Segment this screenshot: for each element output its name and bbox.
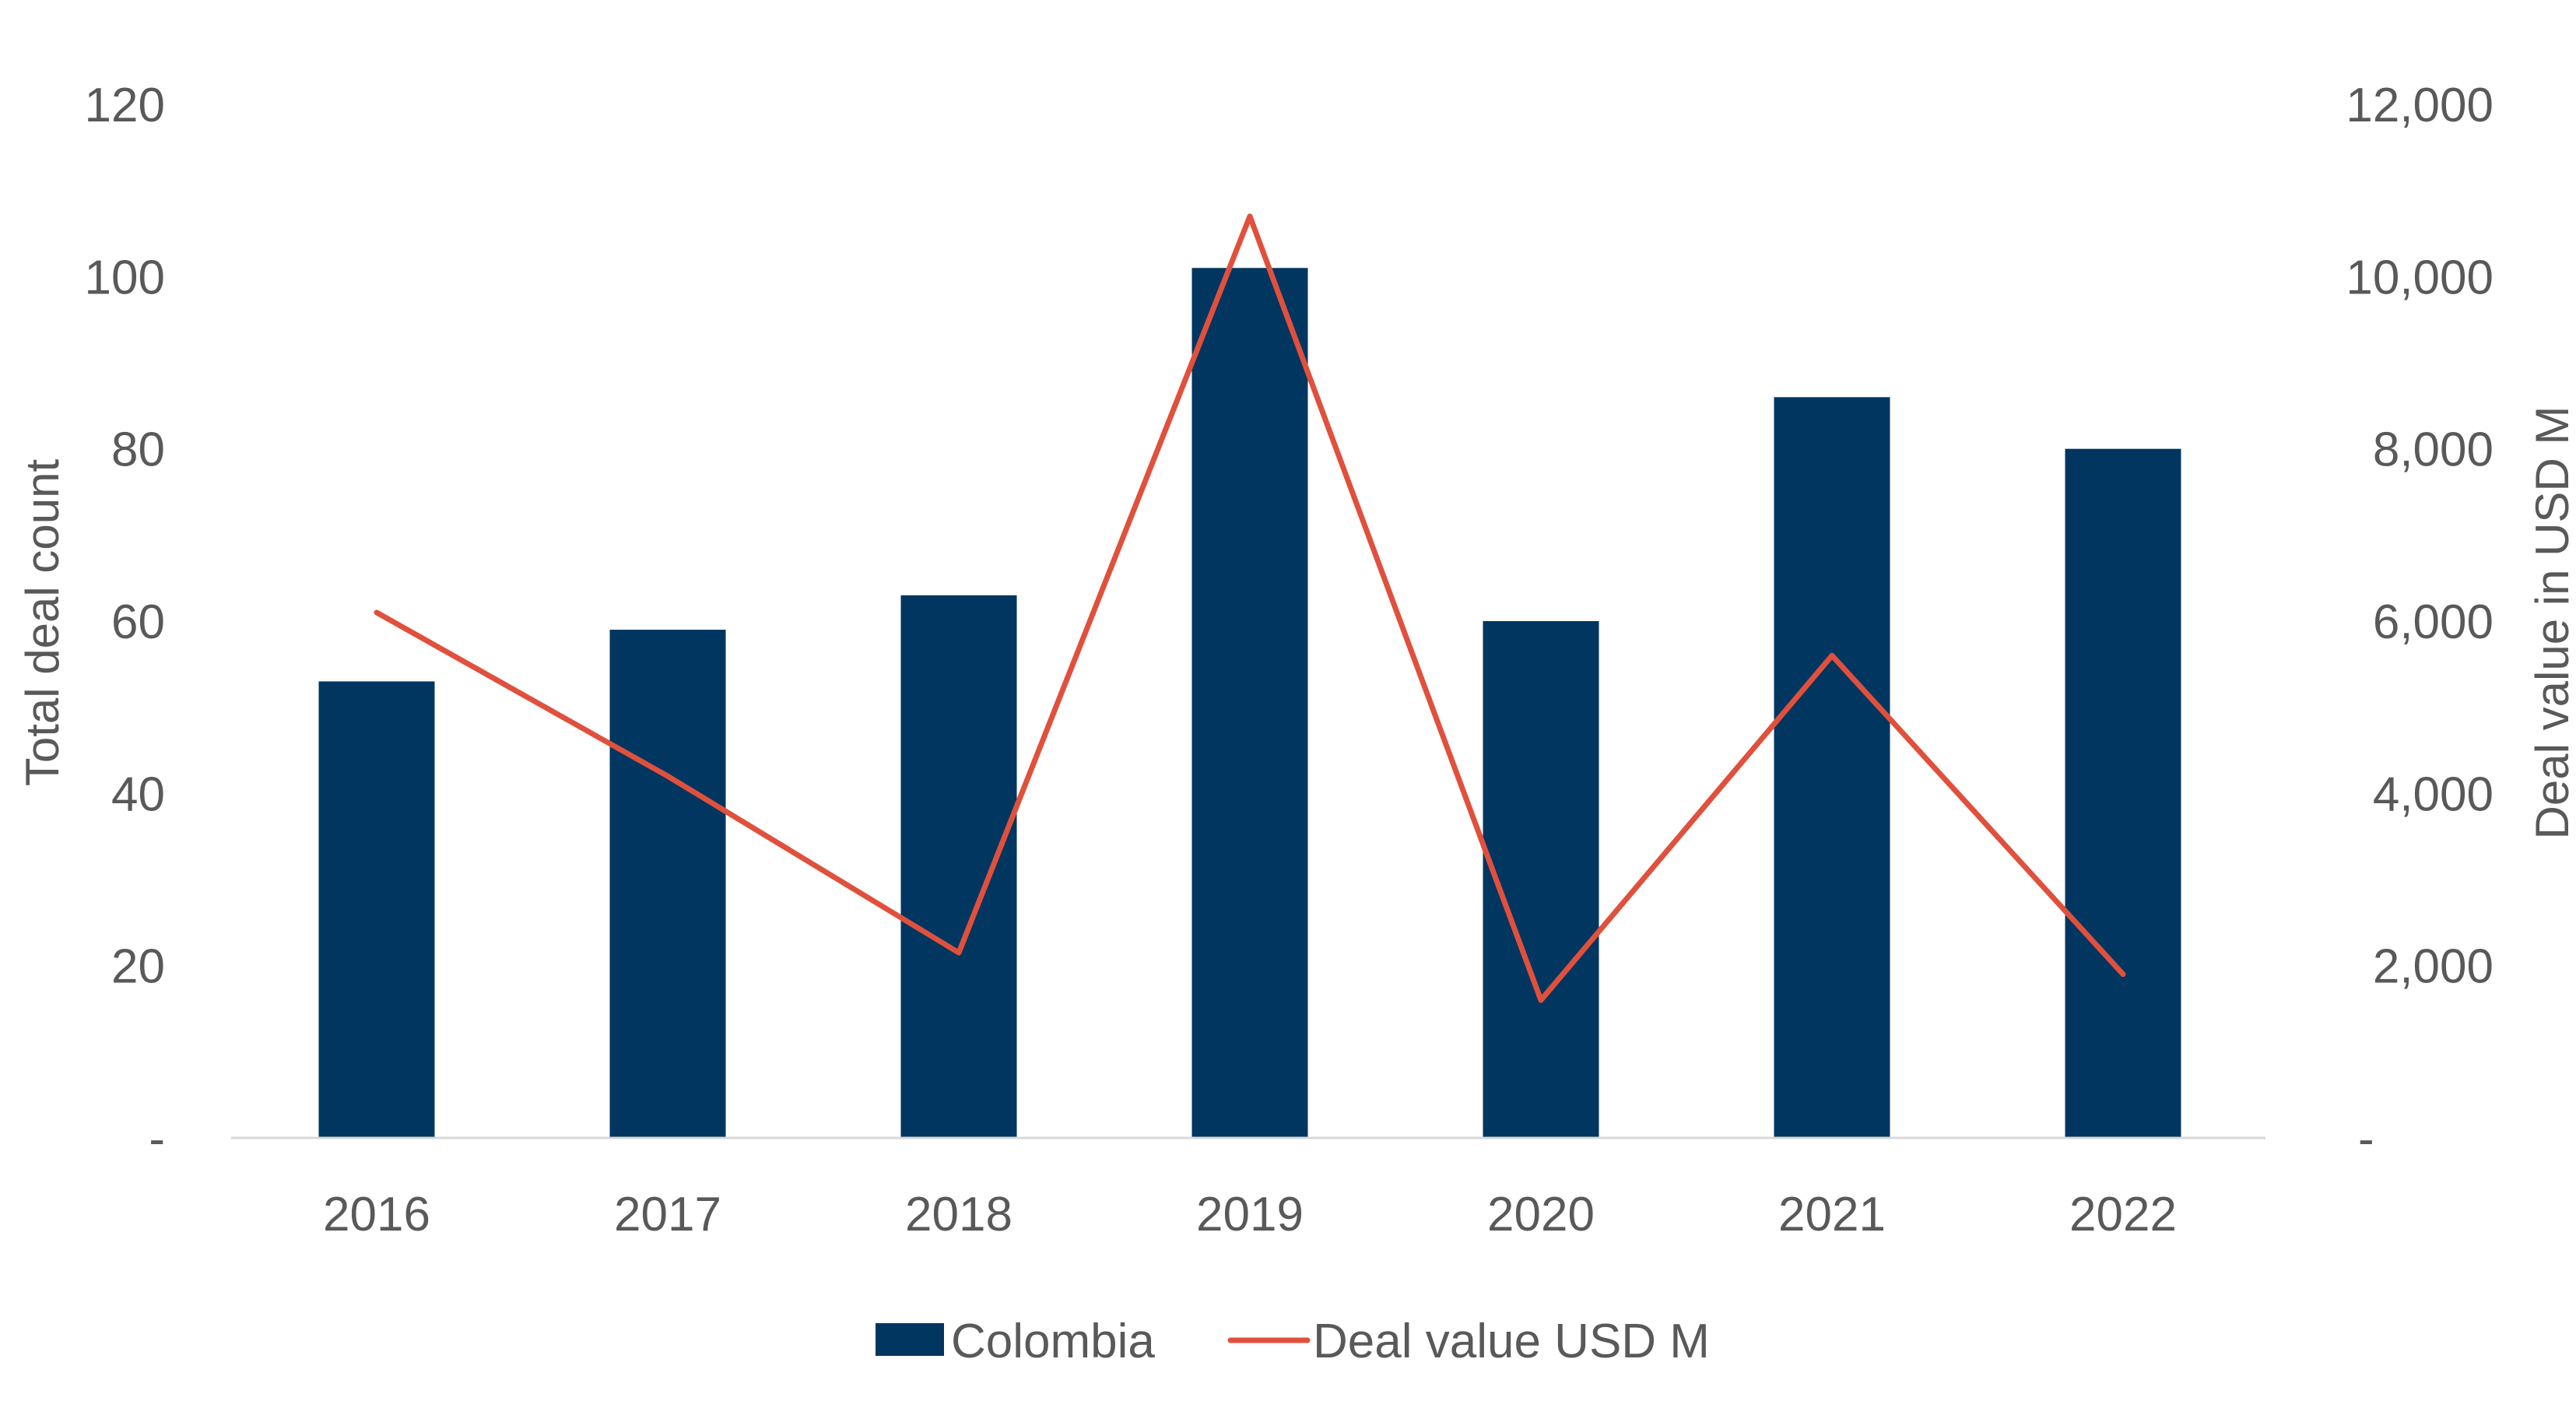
y-tick-label: 120 bbox=[85, 79, 165, 132]
deal-value-line bbox=[374, 213, 2126, 1003]
x-tick-label: 2018 bbox=[905, 1188, 1013, 1241]
x-tick-label: 2021 bbox=[1778, 1188, 1886, 1241]
x-tick-label: 2019 bbox=[1196, 1188, 1304, 1241]
y2-tick-label: 6,000 bbox=[2373, 595, 2494, 649]
y2-tick-label: 4,000 bbox=[2373, 767, 2494, 821]
y-tick-label: 60 bbox=[111, 595, 165, 649]
x-tick-label: 2017 bbox=[614, 1188, 721, 1241]
y2-tick-label: - bbox=[2358, 1112, 2374, 1166]
y-tick-label: 100 bbox=[85, 251, 165, 304]
bar-2018 bbox=[900, 595, 1017, 1138]
bar-2019 bbox=[1191, 268, 1308, 1139]
legend-label-colombia: Colombia bbox=[951, 1315, 1155, 1368]
bar-2016 bbox=[318, 681, 435, 1138]
legend: Colombia Deal value USD M bbox=[876, 1315, 1710, 1368]
legend-label-deal-value: Deal value USD M bbox=[1313, 1315, 1710, 1368]
y2-tick-label: 10,000 bbox=[2346, 251, 2494, 304]
y-tick-label: - bbox=[149, 1112, 165, 1166]
y-tick-label: 80 bbox=[111, 423, 165, 477]
x-tick-label: 2016 bbox=[323, 1188, 430, 1241]
y-axis-title: Total deal count bbox=[16, 459, 68, 787]
x-tick-label: 2020 bbox=[1487, 1188, 1595, 1241]
y2-tick-label: 12,000 bbox=[2346, 79, 2494, 132]
y2-tick-label: 2,000 bbox=[2373, 940, 2494, 994]
bar-2017 bbox=[609, 630, 726, 1138]
y2-axis-title: Deal value in USD M bbox=[2526, 406, 2576, 840]
bar-2020 bbox=[1483, 621, 1599, 1138]
bar-2021 bbox=[1774, 397, 1890, 1138]
legend-swatch-colombia bbox=[876, 1323, 944, 1356]
x-tick-label: 2022 bbox=[2069, 1188, 2177, 1241]
y-tick-label: 40 bbox=[111, 767, 165, 821]
y2-tick-label: 8,000 bbox=[2373, 423, 2494, 477]
bar-2022 bbox=[2065, 448, 2181, 1138]
y-tick-label: 20 bbox=[111, 940, 165, 994]
